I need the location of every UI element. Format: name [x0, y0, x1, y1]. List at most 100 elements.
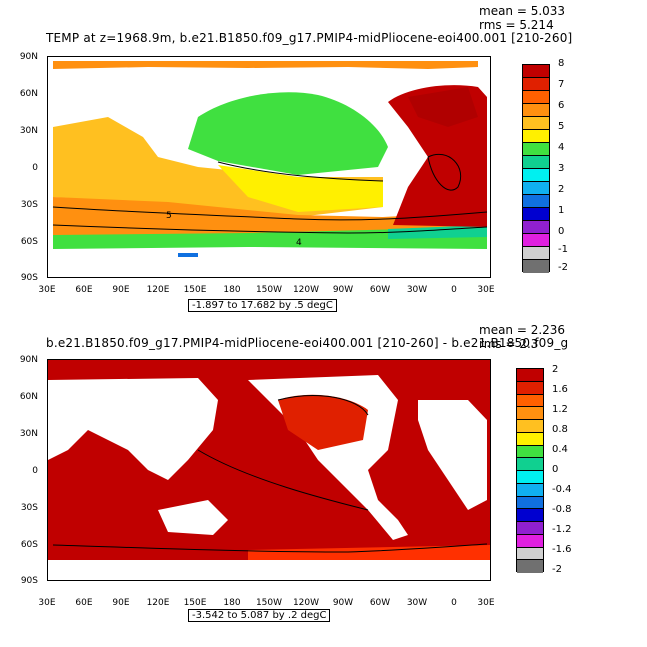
panel1-lat-label: 0: [32, 163, 38, 173]
panel2-mean: mean = 2.236: [479, 323, 566, 337]
southern-ocean-band-orange: [53, 197, 487, 237]
panel1-colorbar-label: 4: [558, 142, 565, 153]
colorbar-box: [523, 91, 549, 104]
colorbar-box: [523, 195, 549, 208]
colorbar-box: [523, 156, 549, 169]
colorbar-box: [523, 221, 549, 234]
panel2-colorbar-label: 0.8: [552, 424, 568, 435]
panel2-colorbar-label: -2: [552, 564, 562, 575]
panel1-colorbar-label: 2: [558, 184, 565, 195]
southern-ocean-warming: [248, 545, 490, 560]
antarctica-landmass: [48, 560, 490, 580]
colorbar-box: [523, 247, 549, 260]
contour-line: [427, 153, 462, 191]
panel2-lat-label: 90N: [19, 355, 38, 365]
panel2-lat-label: 30S: [20, 503, 38, 513]
panel1-lon-label: 60E: [75, 285, 93, 295]
contour-line: [52, 543, 488, 553]
colorbar-box: [523, 78, 549, 91]
panel1-lon-label: 150E: [183, 285, 207, 295]
panel1-colorbar-label: 7: [558, 79, 565, 90]
panel1-contour-range: -1.897 to 17.682 by .5 degC: [188, 299, 337, 312]
colorbar-box: [517, 547, 543, 561]
panel2-lon-label: 90E: [112, 598, 130, 608]
panel2-lat-label: 0: [32, 466, 38, 476]
panel1-lat-label: 60N: [19, 89, 38, 99]
colorbar-box: [517, 560, 543, 573]
panel1-lat-label: 60S: [20, 237, 38, 247]
panel1-lat-label: 30N: [19, 126, 38, 136]
panel2-lon-label: 120E: [146, 598, 170, 608]
panel2-lat-label: 30N: [19, 429, 38, 439]
colorbar-box: [523, 234, 549, 247]
panel1-colorbar-label: 1: [558, 205, 565, 216]
panel1-colorbar-label: 6: [558, 100, 565, 111]
panel1-map-canvas: 5 4: [52, 61, 488, 257]
panel1-lat-label: 30S: [20, 200, 38, 210]
panel1-colorbar: [522, 64, 550, 273]
panel1-colorbar-label: 0: [558, 226, 565, 237]
panel2-lon-label: 120W: [292, 598, 320, 608]
colorbar-box: [517, 509, 543, 522]
contour-label: 5: [166, 211, 172, 221]
panel2-lon-label: 60E: [75, 598, 93, 608]
colorbar-box: [517, 522, 543, 535]
colorbar-box: [523, 182, 549, 195]
colorbar-box: [517, 420, 543, 433]
panel2-lat-label: 90S: [20, 576, 38, 586]
panel1-lon-label: 90W: [332, 285, 354, 295]
colorbar-box: [517, 483, 543, 497]
panel2-colorbar-label: 1.6: [552, 384, 568, 395]
colorbar-box: [523, 143, 549, 156]
north-atlantic-core: [408, 87, 478, 127]
panel1-lon-label: 0: [451, 285, 457, 295]
panel2-map: [47, 359, 491, 581]
panel1-lon-label: 150W: [255, 285, 283, 295]
panel1-lon-label: 120E: [146, 285, 170, 295]
colorbar-box: [523, 130, 549, 143]
panel2-colorbar: [516, 368, 544, 573]
africa-landmass: [418, 400, 487, 510]
panel1-lon-label: 120W: [292, 285, 320, 295]
panel1-lat-label: 90S: [20, 273, 38, 283]
panel2-lon-label: 180: [223, 598, 241, 608]
panel1-lon-label: 30W: [406, 285, 428, 295]
panel2-lon-label: 90W: [332, 598, 354, 608]
panel1-rms: rms = 5.214: [479, 18, 554, 32]
colorbar-box: [517, 534, 543, 548]
panel2-colorbar-label: -0.4: [552, 484, 572, 495]
australia-landmass: [158, 500, 228, 535]
panel2-title: b.e21.B1850.f09_g17.PMIP4-midPliocene-eo…: [46, 336, 569, 350]
panel1-title: TEMP at z=1968.9m, b.e21.B1850.f09_g17.P…: [46, 31, 573, 45]
panel1-colorbar-label: -2: [558, 262, 568, 273]
panel1-lon-label: 180: [223, 285, 241, 295]
panel1-colorbar-label: 8: [558, 58, 565, 69]
contour-line: [52, 206, 488, 221]
contour-line: [217, 161, 384, 182]
panel2-lon-label: 30E: [477, 598, 495, 608]
colorbar-box: [517, 369, 543, 382]
contour-line: [277, 395, 369, 416]
panel2-lon-label: 150W: [255, 598, 283, 608]
colorbar-box: [523, 104, 549, 117]
panel1-lon-label: 30E: [477, 285, 495, 295]
panel2-lat-label: 60S: [20, 540, 38, 550]
panel2-lon-label: 60W: [369, 598, 391, 608]
panel2-lon-label: 0: [451, 598, 457, 608]
colorbar-box: [523, 169, 549, 182]
panel2-colorbar-label: -1.6: [552, 544, 572, 555]
panel1-colorbar-label: 3: [558, 163, 565, 174]
panel1-mean: mean = 5.033: [479, 4, 566, 18]
north-pacific-region: [188, 92, 388, 175]
panel2-lon-label: 30W: [406, 598, 428, 608]
panel2-colorbar-label: -0.8: [552, 504, 572, 515]
panel2-rms: rms = 2.3: [479, 337, 539, 351]
panel2-colorbar-label: 1.2: [552, 404, 568, 415]
panel2-lon-label: 30E: [38, 598, 56, 608]
panel1-lat-label: 90N: [19, 52, 38, 62]
colorbar-box: [517, 496, 543, 510]
colorbar-box: [517, 432, 543, 446]
arctic-sst-band: [53, 61, 478, 69]
colorbar-box: [517, 381, 543, 395]
antarctic-strip: [178, 253, 198, 257]
